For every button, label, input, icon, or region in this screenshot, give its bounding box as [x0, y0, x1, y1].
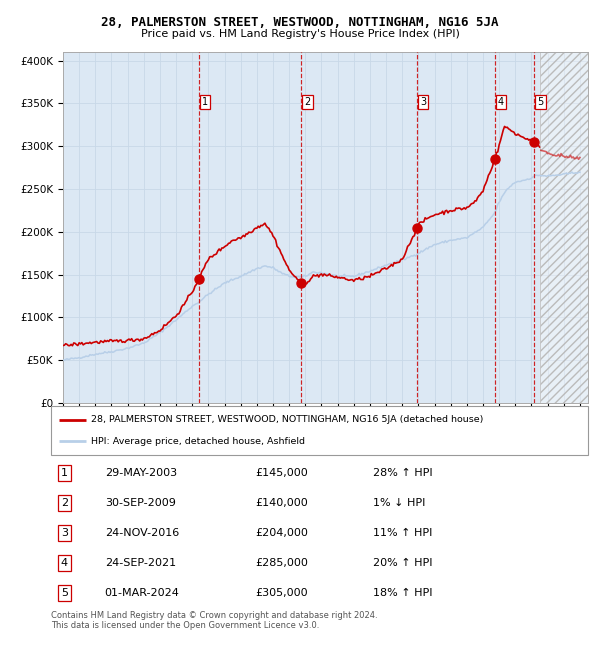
Text: 4: 4	[61, 558, 68, 568]
Text: 18% ↑ HPI: 18% ↑ HPI	[373, 588, 433, 598]
Text: 28% ↑ HPI: 28% ↑ HPI	[373, 468, 433, 478]
Text: 5: 5	[538, 97, 544, 107]
Text: 28, PALMERSTON STREET, WESTWOOD, NOTTINGHAM, NG16 5JA: 28, PALMERSTON STREET, WESTWOOD, NOTTING…	[101, 16, 499, 29]
Text: 3: 3	[420, 97, 426, 107]
Text: £285,000: £285,000	[255, 558, 308, 568]
Text: 5: 5	[61, 588, 68, 598]
Bar	[539, 52, 588, 403]
Text: £305,000: £305,000	[255, 588, 308, 598]
Text: 1% ↓ HPI: 1% ↓ HPI	[373, 498, 425, 508]
Text: £145,000: £145,000	[255, 468, 308, 478]
Text: Price paid vs. HM Land Registry's House Price Index (HPI): Price paid vs. HM Land Registry's House …	[140, 29, 460, 39]
Text: 1: 1	[61, 468, 68, 478]
Text: 20% ↑ HPI: 20% ↑ HPI	[373, 558, 433, 568]
Bar	[539, 52, 588, 403]
Text: Contains HM Land Registry data © Crown copyright and database right 2024.
This d: Contains HM Land Registry data © Crown c…	[51, 611, 377, 630]
Text: 3: 3	[61, 528, 68, 538]
Text: 1: 1	[202, 97, 208, 107]
Text: 24-SEP-2021: 24-SEP-2021	[104, 558, 176, 568]
Text: 30-SEP-2009: 30-SEP-2009	[104, 498, 176, 508]
Text: 29-MAY-2003: 29-MAY-2003	[104, 468, 177, 478]
Text: 2: 2	[61, 498, 68, 508]
Text: HPI: Average price, detached house, Ashfield: HPI: Average price, detached house, Ashf…	[91, 437, 305, 446]
Text: 01-MAR-2024: 01-MAR-2024	[104, 588, 179, 598]
Text: 24-NOV-2016: 24-NOV-2016	[104, 528, 179, 538]
Text: 4: 4	[498, 97, 504, 107]
Text: £140,000: £140,000	[255, 498, 308, 508]
Text: 28, PALMERSTON STREET, WESTWOOD, NOTTINGHAM, NG16 5JA (detached house): 28, PALMERSTON STREET, WESTWOOD, NOTTING…	[91, 415, 484, 424]
Text: 11% ↑ HPI: 11% ↑ HPI	[373, 528, 433, 538]
Text: £204,000: £204,000	[255, 528, 308, 538]
Text: 2: 2	[305, 97, 311, 107]
